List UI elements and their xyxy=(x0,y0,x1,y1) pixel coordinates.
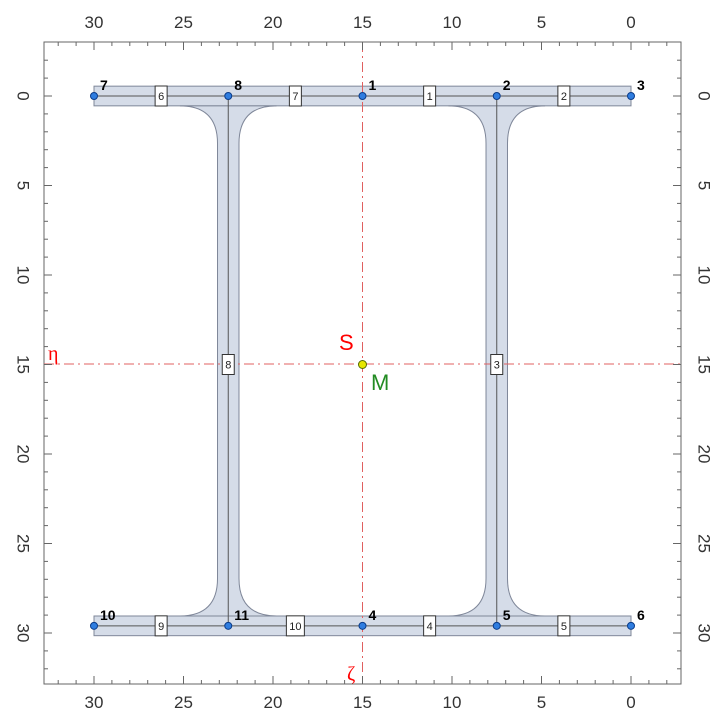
node-number: 10 xyxy=(100,607,116,623)
node-number: 2 xyxy=(503,77,511,93)
y-tick-label-left: 20 xyxy=(14,445,33,464)
x-tick-label-bottom: 20 xyxy=(264,693,283,712)
node-point xyxy=(224,92,233,100)
y-tick-label-right: 15 xyxy=(695,355,714,374)
element-box xyxy=(423,615,437,637)
element-number: 2 xyxy=(561,91,567,103)
element-box xyxy=(557,85,571,107)
x-tick-label-top: 10 xyxy=(443,13,462,32)
element-box xyxy=(221,354,235,375)
x-tick-label-top: 25 xyxy=(174,13,193,32)
shear-centre-label: M xyxy=(371,370,389,395)
element-box xyxy=(285,615,305,637)
element-box xyxy=(154,615,168,637)
node-point xyxy=(627,621,635,630)
element-box xyxy=(423,85,437,107)
x-tick-label-bottom: 30 xyxy=(85,693,104,712)
zeta-label: ζ xyxy=(347,663,355,685)
element-number: 5 xyxy=(561,621,567,633)
element-box xyxy=(154,85,168,107)
node-point xyxy=(627,92,635,100)
node-number: 4 xyxy=(369,607,377,623)
x-tick-label-bottom: 25 xyxy=(174,693,193,712)
node-point xyxy=(90,92,98,100)
x-tick-label-top: 15 xyxy=(353,13,372,32)
centre-point xyxy=(358,360,367,369)
element-number: 8 xyxy=(225,360,231,372)
node-number: 6 xyxy=(637,607,645,623)
node-number: 8 xyxy=(234,77,242,93)
x-tick-label-bottom: 0 xyxy=(626,693,635,712)
x-tick-label-bottom: 5 xyxy=(537,693,546,712)
node-number: 7 xyxy=(100,77,108,93)
element-number: 7 xyxy=(292,91,298,103)
y-tick-label-right: 10 xyxy=(695,266,714,285)
node-point xyxy=(492,92,501,100)
element-number: 1 xyxy=(427,91,433,103)
element-labels: 1 2 3 4 5 6 7 8 9 10 xyxy=(154,85,571,637)
centroid-label: S xyxy=(339,330,354,355)
node-number: 3 xyxy=(637,77,645,93)
y-tick-label-left: 15 xyxy=(14,355,33,374)
y-tick-label-left: 25 xyxy=(14,534,33,553)
node-markers: 1 2 3 4 5 6 7 8 10 11 xyxy=(90,77,645,630)
x-tick-label-bottom: 10 xyxy=(443,693,462,712)
node-point xyxy=(358,92,367,100)
y-tick-label-left: 5 xyxy=(14,181,33,190)
x-tick-label-top: 20 xyxy=(264,13,283,32)
y-tick-label-left: 0 xyxy=(14,91,33,100)
x-tick-label-top: 0 xyxy=(626,13,635,32)
element-number: 6 xyxy=(158,91,164,103)
y-tick-label-right: 20 xyxy=(695,445,714,464)
node-point xyxy=(90,621,98,630)
y-tick-label-right: 30 xyxy=(695,624,714,643)
element-box xyxy=(490,354,504,375)
node-point xyxy=(492,621,501,630)
element-number: 4 xyxy=(427,621,433,633)
element-box xyxy=(557,615,571,637)
element-number: 10 xyxy=(289,621,301,633)
node-point xyxy=(224,621,233,630)
element-number: 3 xyxy=(494,360,500,372)
x-tick-label-bottom: 15 xyxy=(353,693,372,712)
y-tick-label-right: 5 xyxy=(695,181,714,190)
y-tick-label-right: 25 xyxy=(695,534,714,553)
node-number: 5 xyxy=(503,607,511,623)
eta-label: η xyxy=(48,343,58,365)
y-tick-label-left: 10 xyxy=(14,266,33,285)
node-number: 1 xyxy=(369,77,377,93)
x-tick-label-top: 5 xyxy=(537,13,546,32)
element-number: 9 xyxy=(158,621,164,633)
element-box xyxy=(288,85,302,107)
node-number: 11 xyxy=(234,607,249,623)
y-tick-label-right: 0 xyxy=(695,91,714,100)
node-point xyxy=(358,621,367,630)
y-tick-label-left: 30 xyxy=(14,624,33,643)
x-tick-label-top: 30 xyxy=(85,13,104,32)
